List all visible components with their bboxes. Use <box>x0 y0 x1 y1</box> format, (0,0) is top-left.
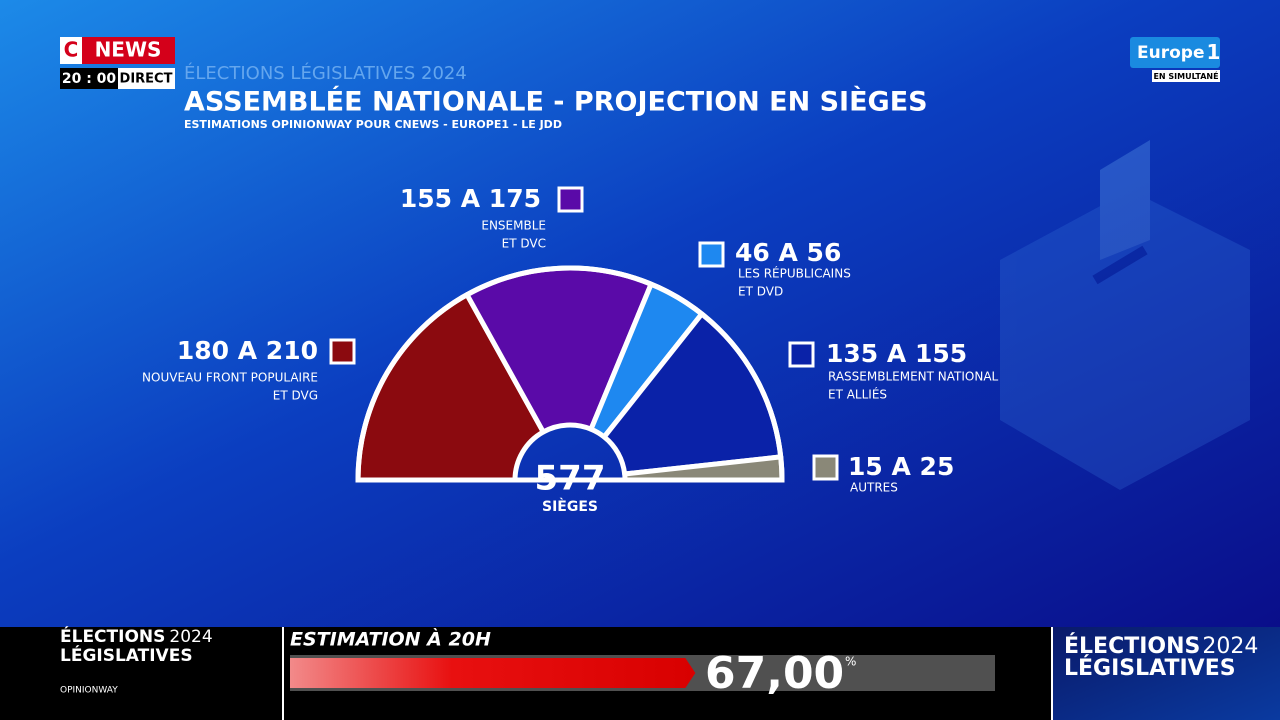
ticker-unit: % <box>845 655 856 669</box>
legend-swatch <box>698 241 725 268</box>
seat-range: 135 A 155 <box>826 339 967 368</box>
year: 2024 <box>1202 634 1258 659</box>
clock: 20 : 00 <box>62 71 117 87</box>
live-bg <box>118 68 175 89</box>
party-name: ET ALLIÉS <box>828 387 887 402</box>
party-name: ET DVG <box>273 389 318 403</box>
footer-right <box>1052 627 1280 720</box>
footer-left-bottom: LÉGISLATIVES <box>60 644 193 666</box>
footer-right-top: ÉLECTIONS2024 <box>1064 633 1258 659</box>
legend-swatch <box>788 341 815 368</box>
total-seats: 577 <box>535 459 606 499</box>
party-name: AUTRES <box>850 481 898 495</box>
legend-swatch <box>557 186 584 213</box>
logo-bg <box>60 37 82 64</box>
simulcast-bg <box>1152 70 1220 82</box>
seat-range: 155 A 175 <box>400 184 541 213</box>
radio-name: Europe <box>1137 43 1204 63</box>
ticker-value: 67,00 <box>705 648 844 699</box>
seat-range: 46 A 56 <box>735 238 841 267</box>
ticker <box>290 658 696 688</box>
logo-c: C <box>64 38 79 62</box>
subtitle: ESTIMATIONS OPINIONWAY POUR CNEWS - EURO… <box>184 118 562 131</box>
simulcast: EN SIMULTANÉ <box>1153 70 1218 81</box>
ballot-box-decor <box>1000 140 1250 490</box>
radio-logo: Europe 1 <box>1137 40 1220 64</box>
label: ÉLECTIONS <box>1064 633 1200 659</box>
hemicycle-outline <box>355 265 785 483</box>
radio-logo-bg <box>1130 37 1220 68</box>
title: ASSEMBLÉE NATIONALE - PROJECTION EN SIÈG… <box>184 86 928 118</box>
clock-bg <box>60 68 118 89</box>
party-name: LES RÉPUBLICAINS <box>738 266 851 281</box>
label: ÉLECTIONS <box>60 625 165 647</box>
footer-right-bottom: LÉGISLATIVES <box>1064 655 1236 681</box>
logo-news: NEWS <box>95 38 162 62</box>
ticker-title: ESTIMATION À 20H <box>290 628 491 651</box>
party-name: RASSEMBLEMENT NATIONAL <box>828 370 999 384</box>
party-name: NOUVEAU FRONT POPULAIRE <box>142 371 318 385</box>
footer-left-top: ÉLECTIONS 2024 <box>60 625 213 647</box>
year: 2024 <box>169 627 212 647</box>
party-name: ET DVC <box>502 237 546 251</box>
party-name: ENSEMBLE <box>481 219 546 233</box>
legend-swatch <box>329 338 356 365</box>
source: OPINIONWAY <box>60 686 118 696</box>
legend-swatch <box>812 454 839 481</box>
live: DIRECT <box>120 72 173 87</box>
total-label: SIÈGES <box>542 498 598 515</box>
ticker-bar <box>290 658 696 688</box>
seat-range: 180 A 210 <box>177 336 318 365</box>
seat-range: 15 A 25 <box>848 452 954 481</box>
logo-bg <box>82 37 175 64</box>
party-name: ET DVD <box>738 285 783 299</box>
kicker: ÉLECTIONS LÉGISLATIVES 2024 <box>184 62 467 84</box>
radio-num: 1 <box>1206 40 1220 64</box>
